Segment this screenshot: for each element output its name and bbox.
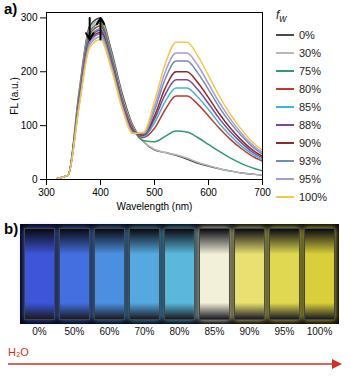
svg-text:H₂O: H₂O bbox=[8, 346, 29, 358]
html-text:0%: 0% bbox=[32, 326, 47, 337]
html-text:95%: 95% bbox=[299, 173, 321, 185]
html-text:60%: 60% bbox=[99, 326, 120, 337]
html-text:a): a) bbox=[4, 0, 18, 17]
svg-text:100: 100 bbox=[21, 120, 38, 131]
html-text:85%: 85% bbox=[204, 326, 225, 337]
svg-text:Wavelength (nm): Wavelength (nm) bbox=[117, 201, 193, 212]
html-text:90%: 90% bbox=[299, 137, 321, 149]
svg-text:300: 300 bbox=[21, 12, 38, 23]
html-text:93%: 93% bbox=[299, 155, 321, 167]
html-text:75%: 75% bbox=[299, 65, 321, 77]
html-text:95%: 95% bbox=[274, 326, 295, 337]
svg-text:FL (a.u.): FL (a.u.) bbox=[9, 77, 20, 114]
html-text:85%: 85% bbox=[299, 101, 321, 113]
html-text:90%: 90% bbox=[239, 326, 260, 337]
svg-text:200: 200 bbox=[21, 66, 38, 77]
html-text:50%: 50% bbox=[64, 326, 85, 337]
svg-text:0: 0 bbox=[32, 174, 38, 185]
html-text:88%: 88% bbox=[299, 119, 321, 131]
html-text:100%: 100% bbox=[306, 326, 333, 337]
html-text:100%: 100% bbox=[299, 191, 328, 203]
svg-text:500: 500 bbox=[146, 187, 163, 198]
html-text:fw: fw bbox=[276, 8, 287, 25]
svg-text:400: 400 bbox=[92, 187, 109, 198]
svg-text:600: 600 bbox=[200, 187, 217, 198]
html-text:80%: 80% bbox=[299, 83, 321, 95]
svg-text:300: 300 bbox=[38, 187, 55, 198]
html-text:70%: 70% bbox=[134, 326, 155, 337]
html-text:80%: 80% bbox=[169, 326, 190, 337]
html-text:30%: 30% bbox=[299, 47, 321, 59]
html-text:b): b) bbox=[4, 220, 19, 237]
svg-text:700: 700 bbox=[254, 187, 271, 198]
html-text:0%: 0% bbox=[299, 29, 315, 41]
